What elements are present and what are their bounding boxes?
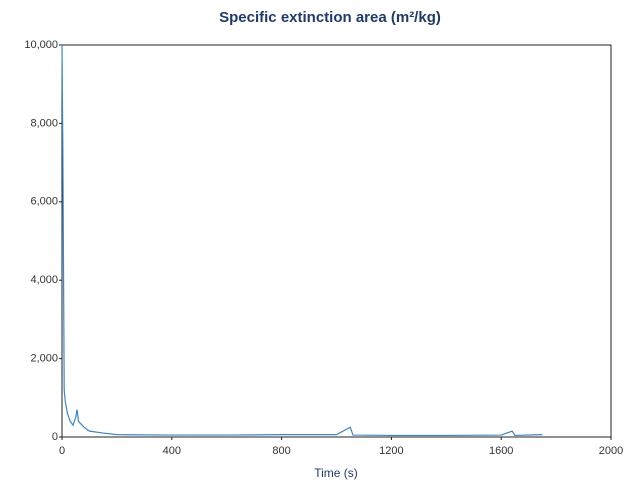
y-tick-label: 2,000 [30,353,58,365]
x-tick-label: 1600 [489,445,513,457]
y-tick-label: 4,000 [30,274,58,286]
x-tick-label: 400 [163,445,181,457]
data-line [61,44,543,437]
y-tick-label: 6,000 [30,196,58,208]
x-tick-label: 0 [59,445,65,457]
x-tick-label: 1200 [379,445,403,457]
x-tick-label: 800 [272,445,290,457]
y-tick-label: 8,000 [30,117,58,129]
y-tick-label: 0 [52,431,58,443]
x-axis-label: Time (s) [314,466,358,480]
x-tick-label: 2000 [599,445,623,457]
chart-title: Specific extinction area (m²/kg) [219,9,441,26]
plot-frame [61,44,612,438]
y-tick-label: 10,000 [24,39,58,51]
